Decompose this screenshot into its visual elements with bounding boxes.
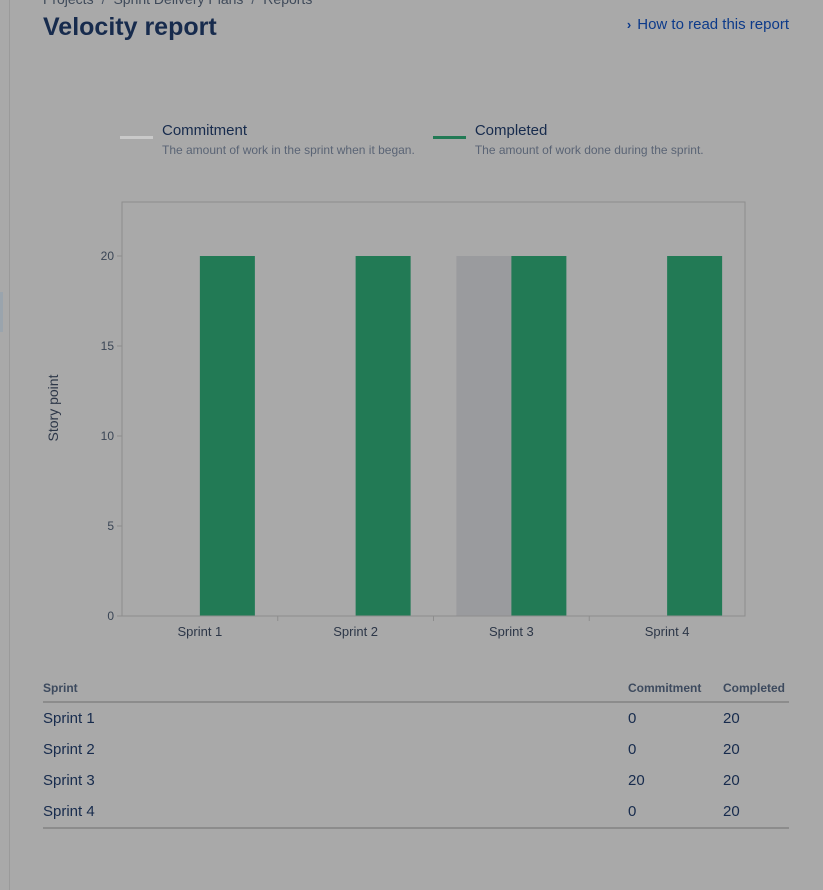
cell-commitment: 20 xyxy=(628,772,645,789)
cell-commitment: 0 xyxy=(628,741,637,758)
y-axis-label: Story point xyxy=(45,374,61,442)
x-tick-label: Sprint 2 xyxy=(333,624,378,639)
legend-description-commitment: The amount of work in the sprint when it… xyxy=(162,143,415,157)
rail-resize-handle[interactable] xyxy=(0,292,3,332)
bar-completed xyxy=(199,256,255,616)
how-to-read-link[interactable]: › How to read this report xyxy=(627,16,789,33)
cell-sprint: Sprint 3 xyxy=(43,772,95,789)
cell-commitment: 0 xyxy=(628,796,723,829)
breadcrumb-separator: / xyxy=(251,0,255,9)
table-row: Sprint 1 0 20 xyxy=(43,702,789,734)
table-row: Sprint 2 0 20 xyxy=(43,734,789,765)
legend-swatch-completed xyxy=(432,136,466,139)
legend-name-commitment: Commitment xyxy=(162,122,248,139)
legend-swatch-commitment xyxy=(120,136,153,139)
y-tick-label: 0 xyxy=(107,609,114,623)
breadcrumb-separator: / xyxy=(102,0,106,9)
bar-commitment xyxy=(456,256,512,616)
table-row: Sprint 3 20 20 xyxy=(43,765,789,796)
cell-completed: 20 xyxy=(723,741,740,758)
cell-sprint: Sprint 4 xyxy=(43,796,628,829)
header-completed[interactable]: Completed xyxy=(723,676,789,703)
breadcrumb-item-projects[interactable]: Projects xyxy=(43,0,94,9)
y-tick-label: 20 xyxy=(101,249,115,263)
chevron-right-icon: › xyxy=(626,17,632,32)
y-tick-label: 5 xyxy=(107,519,114,533)
left-rail xyxy=(0,0,10,890)
velocity-table: Sprint Commitment Completed Sprint 1 0 2… xyxy=(43,676,789,829)
cell-completed: 20 xyxy=(723,796,789,829)
cell-completed: 20 xyxy=(723,710,740,727)
x-tick-label: Sprint 4 xyxy=(645,624,690,639)
table-row: Sprint 4 0 20 xyxy=(43,796,789,829)
bar-completed xyxy=(511,256,567,616)
breadcrumb: Projects / Sprint Delivery Plans / Repor… xyxy=(43,0,312,9)
y-tick-label: 15 xyxy=(101,339,115,353)
how-to-read-link-label: How to read this report xyxy=(637,16,789,33)
x-tick-label: Sprint 1 xyxy=(177,624,222,639)
chart-legend: Commitment The amount of work in the spr… xyxy=(120,122,704,157)
breadcrumb-item-reports[interactable]: Reports xyxy=(263,0,312,9)
y-tick-label: 10 xyxy=(101,429,115,443)
legend-description-completed: The amount of work done during the sprin… xyxy=(474,143,704,157)
page-title: Velocity report xyxy=(43,13,217,41)
breadcrumb-item-sprint-delivery-plans[interactable]: Sprint Delivery Plans xyxy=(113,0,243,9)
header-commitment[interactable]: Commitment xyxy=(628,676,723,703)
x-tick-label: Sprint 3 xyxy=(489,624,534,639)
legend-name-completed: Completed xyxy=(474,122,548,139)
bar-completed xyxy=(667,256,723,616)
table-header-row: Sprint Commitment Completed xyxy=(43,676,789,703)
cell-completed: 20 xyxy=(723,772,740,789)
cell-commitment: 0 xyxy=(628,710,637,727)
cell-sprint: Sprint 1 xyxy=(43,710,95,727)
legend-item-commitment[interactable]: Commitment The amount of work in the spr… xyxy=(120,122,415,157)
velocity-chart: 0 5 10 15 20 Sprint 1 Sprint 2 Sprint 3 Sprint 4 xyxy=(101,201,746,639)
bar-completed xyxy=(355,256,411,616)
header-sprint[interactable]: Sprint xyxy=(43,676,628,703)
legend-item-completed[interactable]: Completed The amount of work done during… xyxy=(432,122,704,157)
cell-sprint: Sprint 2 xyxy=(43,741,95,758)
